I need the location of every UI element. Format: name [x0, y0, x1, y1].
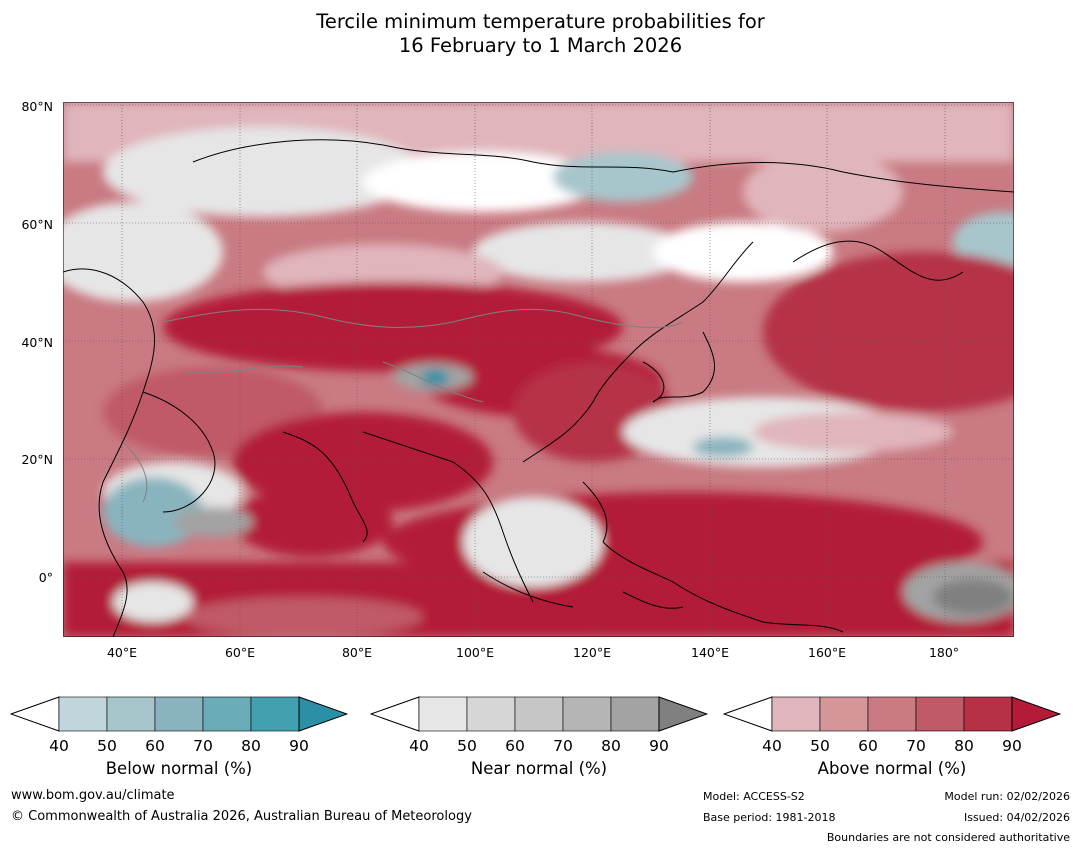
colorbar-near-segment-4 [562, 696, 612, 732]
lon-label-180: 180° [928, 645, 960, 660]
colorbar-below-tick-80: 80 [241, 737, 261, 755]
lon-label-160e: 160°E [807, 645, 847, 660]
colorbar-below-tick-40: 40 [49, 737, 69, 755]
footer-issued: Issued: 04/02/2026 [963, 811, 1070, 824]
map-frame [63, 102, 1014, 637]
colorbar-near-segment-3 [514, 696, 564, 732]
colorbar-below-segment-5 [250, 696, 300, 732]
colorbar-above-segment-2 [819, 696, 869, 732]
colorbar-below-segment-0 [10, 696, 60, 732]
colorbar-above-label: Above normal (%) [817, 759, 967, 778]
footer-boundaries-note: Boundaries are not considered authoritat… [826, 831, 1070, 844]
colorbar-below-segment-4 [202, 696, 252, 732]
colorbar-near-tick-40: 40 [409, 737, 429, 755]
lat-label-0: 0° [38, 570, 53, 585]
colorbar-near-tick-70: 70 [553, 737, 573, 755]
title-line-2: 16 February to 1 March 2026 [398, 34, 683, 57]
footer-model: Model: ACCESS-S2 [703, 790, 805, 803]
colorbar-near [370, 696, 708, 732]
colorbar-above-tick-40: 40 [762, 737, 782, 755]
country-borders [122, 308, 684, 503]
colorbar-below-label: Below normal (%) [105, 759, 253, 778]
colorbar-below-tick-50: 50 [97, 737, 117, 755]
colorbar-below-segment-1 [58, 696, 108, 732]
footer-model-run: Model run: 02/02/2026 [944, 790, 1070, 803]
chart-title: Tercile minimum temperature probabilitie… [0, 10, 1081, 58]
colorbar-near-tick-90: 90 [649, 737, 669, 755]
colorbar-near-tick-60: 60 [505, 737, 525, 755]
colorbar-above-segment-0 [723, 696, 773, 732]
colorbar-above [723, 696, 1061, 732]
colorbar-near-label: Near normal (%) [470, 759, 608, 778]
colorbar-near-segment-6 [658, 696, 708, 732]
colorbar-near-segment-1 [418, 696, 468, 732]
footer-copyright: © Commonwealth of Australia 2026, Austra… [11, 809, 472, 824]
colorbar-above-segment-4 [915, 696, 965, 732]
colorbar-above-tick-90: 90 [1002, 737, 1022, 755]
colorbar-above-segment-1 [771, 696, 821, 732]
colorbar-above-segment-3 [867, 696, 917, 732]
lon-label-100e: 100°E [455, 645, 495, 660]
lat-label-20n: 20°N [21, 452, 53, 467]
colorbar-near-tick-80: 80 [601, 737, 621, 755]
lat-label-40n: 40°N [21, 335, 53, 350]
colorbar-above-tick-80: 80 [954, 737, 974, 755]
lat-label-60n: 60°N [21, 217, 53, 232]
lat-label-80n: 80°N [21, 99, 53, 114]
title-line-1: Tercile minimum temperature probabilitie… [316, 10, 765, 33]
colorbar-below-tick-70: 70 [193, 737, 213, 755]
colorbar-near-segment-2 [466, 696, 516, 732]
colorbar-near-tick-50: 50 [457, 737, 477, 755]
colorbar-above-tick-50: 50 [810, 737, 830, 755]
colorbar-above-tick-70: 70 [906, 737, 926, 755]
map-canvas [63, 102, 1014, 637]
colorbar-below [10, 696, 348, 732]
probability-fields [63, 102, 1014, 637]
colorbar-below-tick-90: 90 [289, 737, 309, 755]
lon-label-60e: 60°E [224, 645, 256, 660]
lon-label-120e: 120°E [572, 645, 612, 660]
footer-base-period: Base period: 1981-2018 [703, 811, 836, 824]
colorbar-below-segment-3 [154, 696, 204, 732]
footer-url[interactable]: www.bom.gov.au/climate [11, 788, 175, 803]
probability-map [63, 102, 1014, 637]
colorbar-above-segment-6 [1011, 696, 1061, 732]
coastlines [63, 139, 1014, 637]
colorbar-near-segment-0 [370, 696, 420, 732]
colorbar-above-tick-60: 60 [858, 737, 878, 755]
lon-label-140e: 140°E [690, 645, 730, 660]
colorbar-below-segment-2 [106, 696, 156, 732]
colorbar-below-tick-60: 60 [145, 737, 165, 755]
colorbar-below-segment-6 [298, 696, 348, 732]
lon-label-40e: 40°E [106, 645, 138, 660]
colorbar-above-segment-5 [963, 696, 1013, 732]
colorbar-near-segment-5 [610, 696, 660, 732]
lon-label-80e: 80°E [341, 645, 373, 660]
